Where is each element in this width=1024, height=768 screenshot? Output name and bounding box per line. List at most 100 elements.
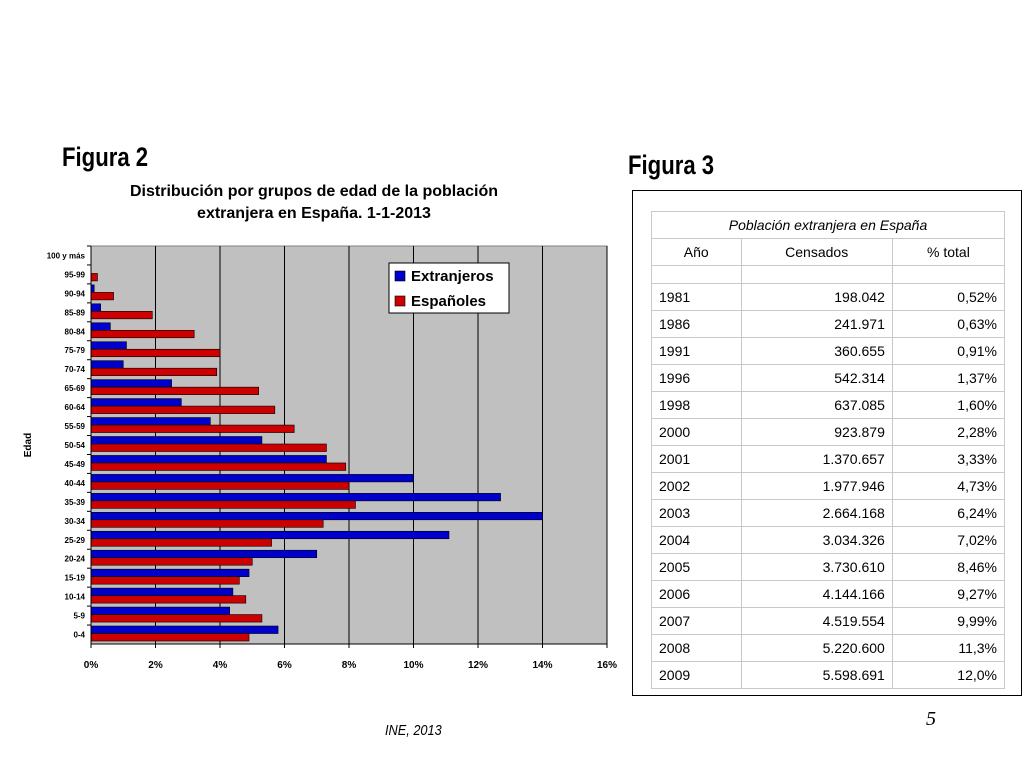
table-row: 1991 360.655 0,91% xyxy=(651,337,1006,365)
bar-extranjeros-80-84 xyxy=(90,322,111,331)
bar-espaoles-75-79 xyxy=(90,348,221,358)
y-tick-label: 100 y más xyxy=(47,251,86,260)
bar-extranjeros-75-79 xyxy=(90,341,127,350)
bar-espaoles-15-19 xyxy=(90,576,240,585)
y-tick-label: 40-44 xyxy=(65,479,86,488)
page-number: 5 xyxy=(926,708,936,730)
y-tick-label: 65-69 xyxy=(65,384,86,393)
count-cell: 5.220.600 xyxy=(740,634,893,662)
percent-cell: 3,33% xyxy=(891,445,1006,473)
count-cell: 542.314 xyxy=(740,364,893,392)
bar-espaoles-0-4 xyxy=(90,633,250,642)
percent-cell: 1,37% xyxy=(891,364,1006,392)
bar-espaoles-45-49 xyxy=(90,462,347,471)
bar-extranjeros-50-54 xyxy=(90,436,263,445)
percent-cell: 9,99% xyxy=(891,607,1006,635)
table-row: 2009 5.598.691 12,0% xyxy=(651,661,1006,689)
y-tick-label: 45-49 xyxy=(65,460,86,469)
bar-extranjeros-0-4 xyxy=(90,625,279,634)
year-cell: 2004 xyxy=(651,526,742,554)
table-row: 1981 198.042 0,52% xyxy=(651,283,1006,311)
bar-extranjeros-55-59 xyxy=(90,417,211,426)
bar-extranjeros-5-9 xyxy=(90,606,230,615)
percent-cell: 1,60% xyxy=(891,391,1006,419)
bar-extranjeros-20-24 xyxy=(90,549,318,559)
table-row: 2004 3.034.326 7,02% xyxy=(651,526,1006,554)
percent-cell: 0,63% xyxy=(891,310,1006,338)
legend-label: Extranjeros xyxy=(411,268,494,285)
y-tick-label: 20-24 xyxy=(65,555,86,564)
year-cell: 2009 xyxy=(651,661,742,689)
percent-cell: 11,3% xyxy=(891,634,1006,662)
bar-extranjeros-85-89 xyxy=(90,303,101,312)
count-cell: 637.085 xyxy=(740,391,893,419)
x-tick-label: 12% xyxy=(468,660,488,671)
table-row: 2003 2.664.168 6,24% xyxy=(651,499,1006,527)
spacer-cell xyxy=(651,265,742,284)
table-spacer-row xyxy=(651,265,1006,284)
legend-swatch xyxy=(394,295,406,307)
table-header-row: Año Censados% total xyxy=(651,238,1006,266)
count-cell: 198.042 xyxy=(740,283,893,311)
chart-title: Distribución por grupos de edad de la po… xyxy=(129,183,499,222)
count-cell: 1.977.946 xyxy=(740,472,893,500)
year-cell: 2006 xyxy=(651,580,742,608)
year-cell: 1981 xyxy=(651,283,742,311)
bar-espaoles-65-69 xyxy=(90,386,259,395)
spacer-cell xyxy=(740,265,893,284)
x-tick-label: 16% xyxy=(597,660,617,671)
x-tick-label: 8% xyxy=(342,660,357,671)
bar-espaoles-80-84 xyxy=(90,329,195,339)
count-cell: 4.144.166 xyxy=(740,580,893,608)
figure-3-title: Figura 3 xyxy=(628,150,715,180)
bar-extranjeros-40-44 xyxy=(90,474,414,483)
y-tick-label: 5-9 xyxy=(73,612,85,621)
bar-extranjeros-70-74 xyxy=(90,360,124,369)
table-row: 1996 542.314 1,37% xyxy=(651,364,1006,392)
x-tick-label: 14% xyxy=(532,660,552,671)
column-header: Censados xyxy=(740,238,893,266)
y-tick-label: 90-94 xyxy=(65,289,86,298)
count-cell: 4.519.554 xyxy=(740,607,893,635)
bar-espaoles-85-89 xyxy=(90,311,153,320)
bar-espaoles-25-29 xyxy=(90,538,272,547)
bar-extranjeros-10-14 xyxy=(90,587,234,596)
table-row: 2001 1.370.657 3,33% xyxy=(651,445,1006,473)
y-tick-label: 50-54 xyxy=(65,441,86,450)
bar-espaoles-90-94 xyxy=(90,292,114,301)
count-cell: 923.879 xyxy=(740,418,893,446)
source-note: INE, 2013 xyxy=(385,722,442,739)
x-tick-label: 4% xyxy=(213,660,228,671)
bar-extranjeros-30-34 xyxy=(90,512,543,521)
year-cell: 1991 xyxy=(651,337,742,365)
bar-extranjeros-25-29 xyxy=(90,530,450,540)
count-cell: 3.730.610 xyxy=(740,553,893,581)
year-cell: 2008 xyxy=(651,634,742,662)
count-cell: 5.598.691 xyxy=(740,661,893,689)
year-cell: 1986 xyxy=(651,310,742,338)
table-row: 2006 4.144.166 9,27% xyxy=(651,580,1006,608)
y-tick-label: 10-14 xyxy=(65,593,86,602)
population-table: Población extranjera en España Año Censado… xyxy=(651,211,1006,689)
x-tick-label: 10% xyxy=(403,660,423,671)
percent-cell: 2,28% xyxy=(891,418,1006,446)
column-header: Año xyxy=(651,238,742,266)
bar-espaoles-55-59 xyxy=(90,424,295,433)
year-cell: 2000 xyxy=(651,418,742,446)
count-cell: 1.370.657 xyxy=(740,445,893,473)
y-tick-label: 75-79 xyxy=(65,346,86,355)
bar-espaoles-70-74 xyxy=(90,367,218,376)
y-axis-label: Edad xyxy=(23,433,34,457)
year-cell: 2002 xyxy=(651,472,742,500)
y-tick-label: 85-89 xyxy=(65,308,86,317)
table-row: 2000 923.879 2,28% xyxy=(651,418,1006,446)
table-caption: Población extranjera en España xyxy=(651,211,1005,239)
percent-cell: 0,91% xyxy=(891,337,1006,365)
bar-espaoles-20-24 xyxy=(90,557,253,566)
percent-cell: 12,0% xyxy=(891,661,1006,689)
legend-swatch xyxy=(394,270,406,282)
year-cell: 2007 xyxy=(651,607,742,635)
table-row: 2007 4.519.554 9,99% xyxy=(651,607,1006,635)
y-tick-label: 60-64 xyxy=(65,403,86,412)
